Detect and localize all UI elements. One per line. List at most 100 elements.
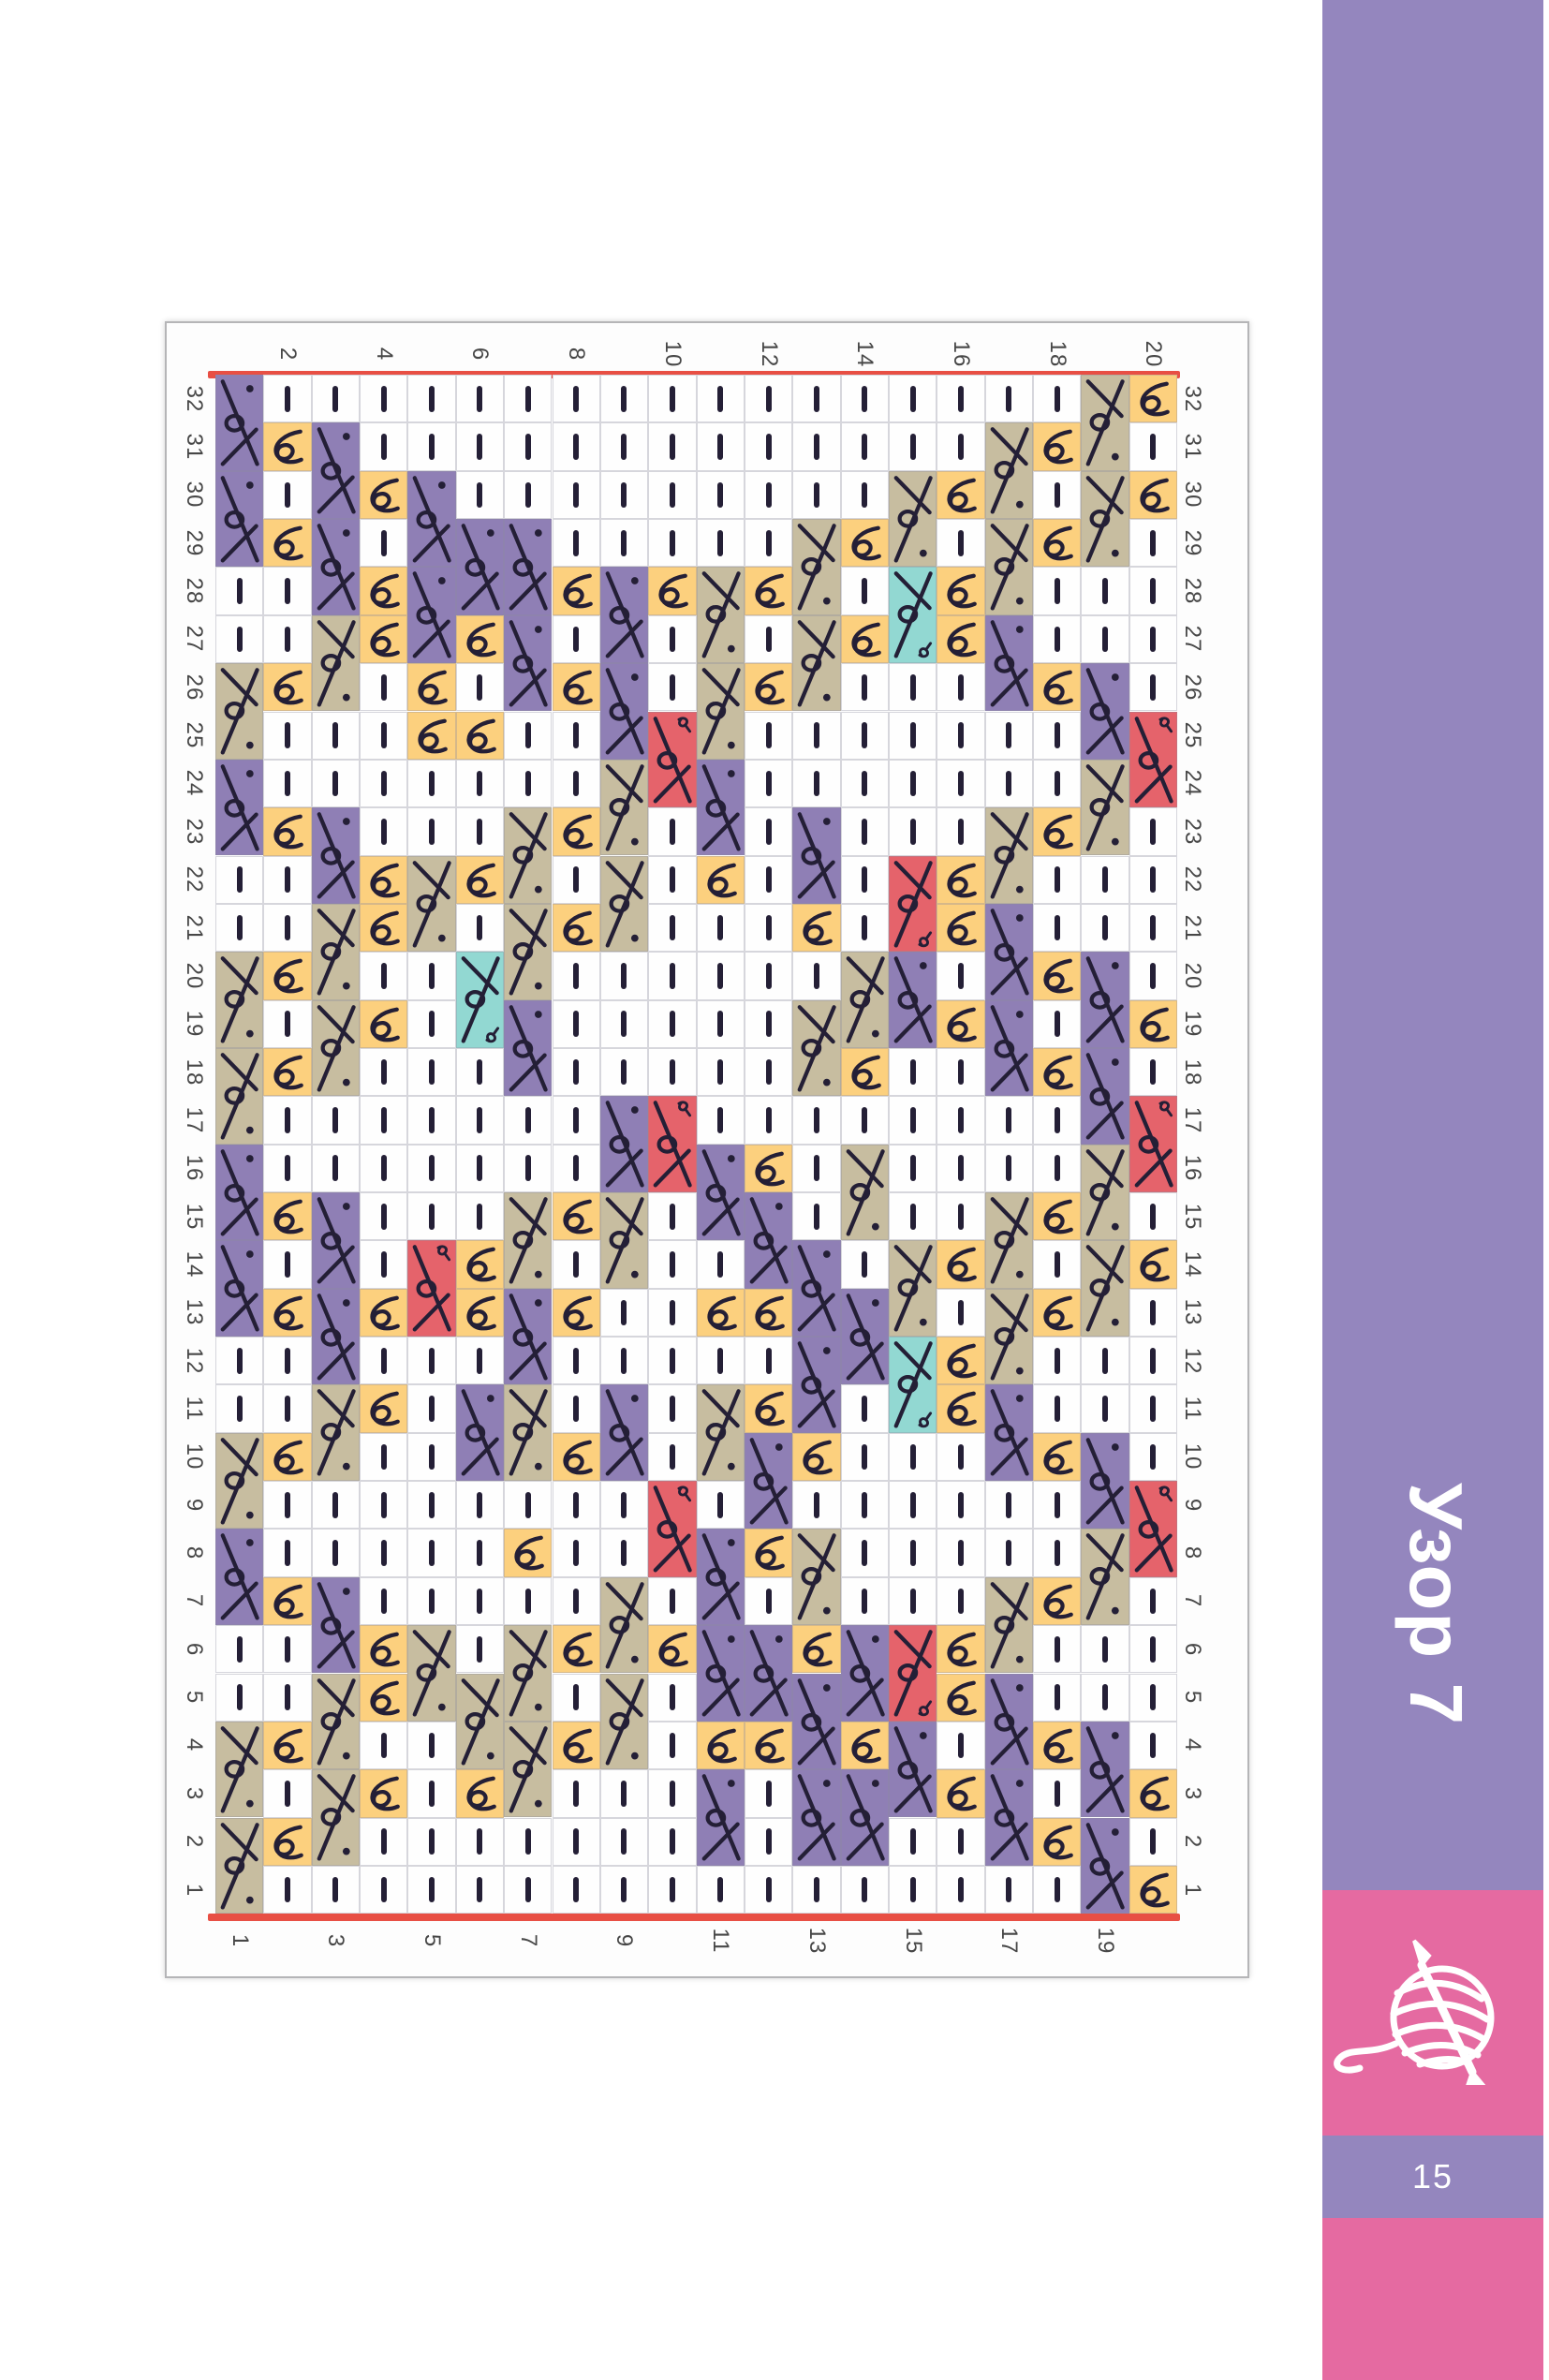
purl-dash-symbol [285, 1540, 291, 1566]
grid-cell [840, 375, 889, 423]
grid-cell [215, 759, 264, 856]
grid-cell [552, 1529, 600, 1577]
grid-cell [696, 1769, 745, 1866]
grid-cell [311, 1096, 361, 1145]
purl-dash-symbol [477, 1876, 483, 1903]
purl-dash-symbol [621, 1876, 627, 1903]
grid-cell [840, 903, 889, 953]
grid-cell [840, 1576, 889, 1626]
purl-dash-symbol [573, 529, 580, 556]
row-label-left: 23 [182, 818, 207, 846]
grid-cell [360, 422, 408, 471]
grid-cell [744, 952, 793, 1000]
purl-dash-symbol [717, 1058, 724, 1086]
purl-dash-symbol [236, 578, 243, 604]
grid-cell [1081, 614, 1129, 664]
page-number-strip [1322, 2136, 1543, 2218]
purl-dash-symbol [717, 1491, 724, 1518]
purl-dash-symbol [1150, 1203, 1157, 1230]
grid-cell [937, 1047, 985, 1097]
grid-cell [552, 807, 600, 856]
purl-dash-symbol [380, 1347, 387, 1374]
grid-cell [648, 470, 697, 520]
grid-cell [1033, 1481, 1082, 1530]
purl-dash-symbol [957, 434, 964, 460]
purl-dash-symbol [380, 529, 387, 556]
purl-dash-symbol [573, 722, 580, 749]
purl-dash-symbol [1150, 1732, 1157, 1759]
grid-cell [744, 1192, 793, 1289]
grid-cell [360, 1096, 408, 1145]
grid-cell [599, 1529, 649, 1577]
grid-cell [1129, 1047, 1178, 1097]
purl-dash-symbol [429, 1588, 435, 1615]
grid-cell [1033, 1625, 1082, 1674]
grid-cell [263, 1144, 312, 1192]
grid-cell [792, 1865, 841, 1914]
grid-cell [696, 952, 745, 1000]
grid-cell [407, 1576, 456, 1626]
grid-cell [840, 1384, 889, 1433]
grid-cell [1129, 1384, 1178, 1433]
grid-cell [552, 1865, 600, 1914]
grid-cell [311, 999, 361, 1097]
grid-cell [407, 1721, 456, 1770]
grid-cell [744, 519, 793, 568]
row-label-right: 6 [1180, 1642, 1205, 1656]
purl-dash-symbol [765, 529, 772, 556]
purl-dash-symbol [380, 1828, 387, 1855]
grid-cell [552, 1096, 600, 1145]
grid-cell [1033, 663, 1082, 712]
grid-cell [1033, 759, 1082, 808]
grid-cell [840, 1096, 889, 1145]
purl-dash-symbol [862, 1588, 868, 1615]
grid-cell [311, 807, 361, 904]
grid-cell [744, 855, 793, 904]
grid-cell [360, 1384, 408, 1433]
purl-dash-symbol [477, 1347, 483, 1374]
row-label-right: 12 [1180, 1347, 1205, 1375]
purl-dash-symbol [1006, 770, 1012, 797]
grid-cell [263, 1865, 312, 1914]
grid-cell [1033, 1047, 1082, 1097]
purl-dash-symbol [957, 1540, 964, 1566]
grid-cell [552, 1576, 600, 1626]
grid-cell [599, 470, 649, 520]
purl-dash-symbol [236, 914, 243, 941]
grid-cell [888, 1047, 937, 1097]
purl-dash-symbol [862, 434, 868, 460]
purl-dash-symbol [1101, 1684, 1108, 1711]
grid-cell [311, 422, 361, 520]
grid-cell [215, 1529, 264, 1626]
purl-dash-symbol [573, 1107, 580, 1133]
grid-cell [1081, 1240, 1129, 1337]
purl-dash-symbol [957, 1876, 964, 1903]
grid-cell [455, 952, 505, 1048]
purl-dash-symbol [669, 819, 675, 845]
col-label-top: 18 [1044, 340, 1070, 368]
grid-cell [407, 1192, 456, 1241]
grid-cell [1081, 903, 1129, 953]
purl-dash-symbol [765, 819, 772, 845]
grid-cell [552, 903, 600, 953]
grid-cell [937, 1481, 985, 1530]
grid-cell [984, 1673, 1033, 1770]
grid-cell [840, 855, 889, 904]
grid-cell [648, 1384, 697, 1433]
grid-cell [407, 952, 456, 1000]
grid-cell [984, 711, 1033, 760]
purl-dash-symbol [380, 1491, 387, 1518]
grid-cell [840, 1625, 889, 1722]
grid-cell [360, 1144, 408, 1192]
purl-dash-symbol [669, 481, 675, 509]
purl-dash-symbol [1054, 1876, 1060, 1903]
grid-cell [696, 422, 745, 471]
purl-dash-symbol [1150, 1299, 1157, 1326]
purl-dash-symbol [573, 963, 580, 989]
grid-cell [1081, 855, 1129, 904]
grid-cell [407, 807, 456, 856]
grid-cell [455, 903, 505, 953]
grid-cell [263, 1481, 312, 1530]
purl-dash-symbol [524, 385, 531, 412]
purl-dash-symbol [862, 1540, 868, 1566]
